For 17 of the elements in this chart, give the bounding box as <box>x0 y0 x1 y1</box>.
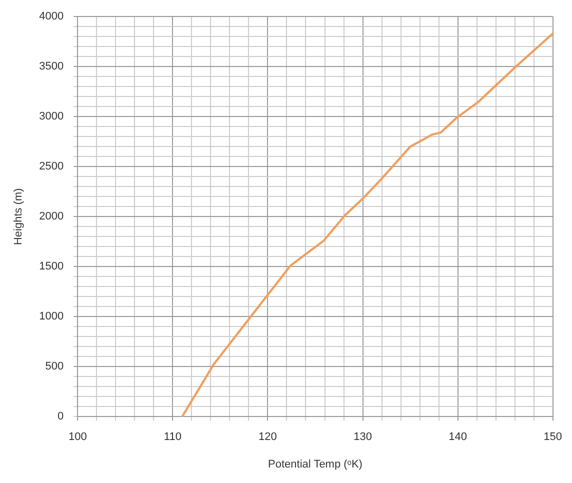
y-tick-label: 4000 <box>39 10 64 23</box>
x-tick-label: 110 <box>164 431 182 444</box>
y-axis-title: Heights (m) <box>12 188 25 246</box>
y-tick-label: 3000 <box>39 110 64 123</box>
x-axis-title: Potential Temp (ᵒK) <box>268 458 362 470</box>
y-tick-label: 0 <box>58 410 64 423</box>
y-tick-label: 500 <box>45 360 64 373</box>
x-tick-label: 100 <box>68 431 87 444</box>
y-tick-label: 1500 <box>39 260 64 273</box>
y-tick-label: 2000 <box>39 210 64 223</box>
y-tick-label: 3500 <box>39 60 64 73</box>
x-tick-label: 150 <box>544 431 562 444</box>
x-tick-label: 130 <box>354 431 372 444</box>
y-tick-label: 1000 <box>39 310 64 323</box>
x-tick-label: 140 <box>448 431 467 444</box>
y-tick-label: 2500 <box>39 160 64 173</box>
x-tick-label: 120 <box>258 431 277 444</box>
